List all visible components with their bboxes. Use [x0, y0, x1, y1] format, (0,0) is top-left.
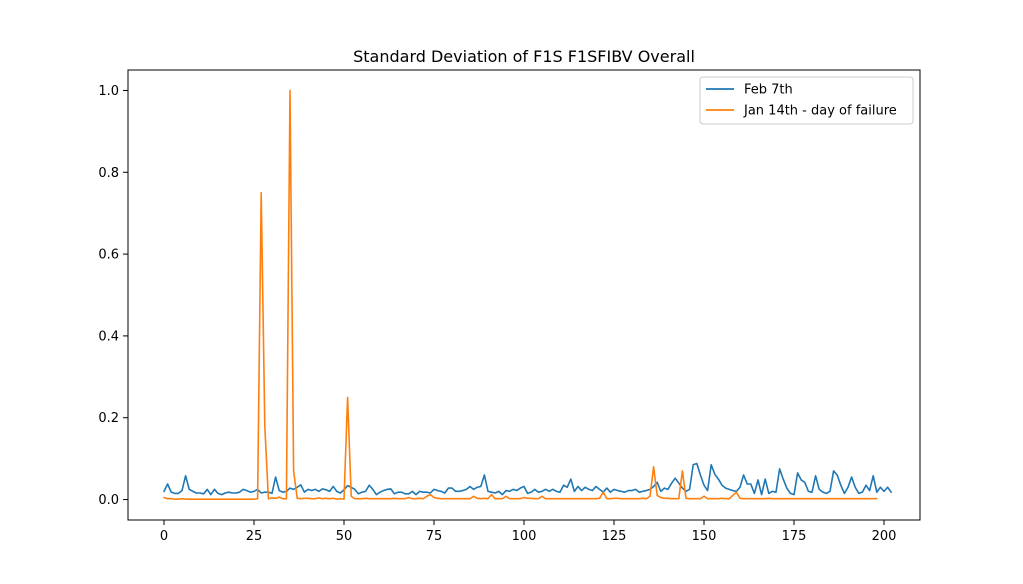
x-tick-label: 0: [160, 529, 168, 544]
series-line-1: [163, 462, 893, 496]
series-line-2: [163, 89, 878, 500]
y-axis: 0.0 0.2 0.4 0.6 0.8 1.0: [98, 84, 128, 508]
legend-label-2: Jan 14th - day of failure: [743, 104, 897, 119]
x-tick-label: 150: [692, 529, 717, 544]
y-tick-label: 0.4: [98, 329, 119, 344]
x-tick-label: 125: [602, 529, 627, 544]
legend-label-1: Feb 7th: [744, 83, 793, 98]
x-tick-label: 25: [246, 529, 263, 544]
plot-area-frame: [127, 69, 921, 521]
y-tick-label: 0.0: [98, 493, 119, 508]
series-layer: [163, 89, 893, 500]
chart-title: Standard Deviation of F1S F1SFIBV Overal…: [353, 47, 695, 66]
legend: Feb 7th Jan 14th - day of failure: [699, 76, 914, 125]
x-tick-label: 100: [512, 529, 537, 544]
x-tick-label: 50: [336, 529, 353, 544]
y-tick-label: 0.6: [98, 248, 119, 263]
legend-box: [699, 76, 914, 125]
y-tick-label: 0.2: [98, 411, 119, 426]
x-tick-label: 75: [426, 529, 443, 544]
x-tick-label: 175: [782, 529, 807, 544]
x-axis: 0 25 50 75 100 125 150 175 200: [160, 520, 897, 544]
y-tick-label: 0.8: [98, 166, 119, 181]
y-tick-label: 1.0: [98, 84, 119, 99]
x-tick-label: 200: [872, 529, 897, 544]
